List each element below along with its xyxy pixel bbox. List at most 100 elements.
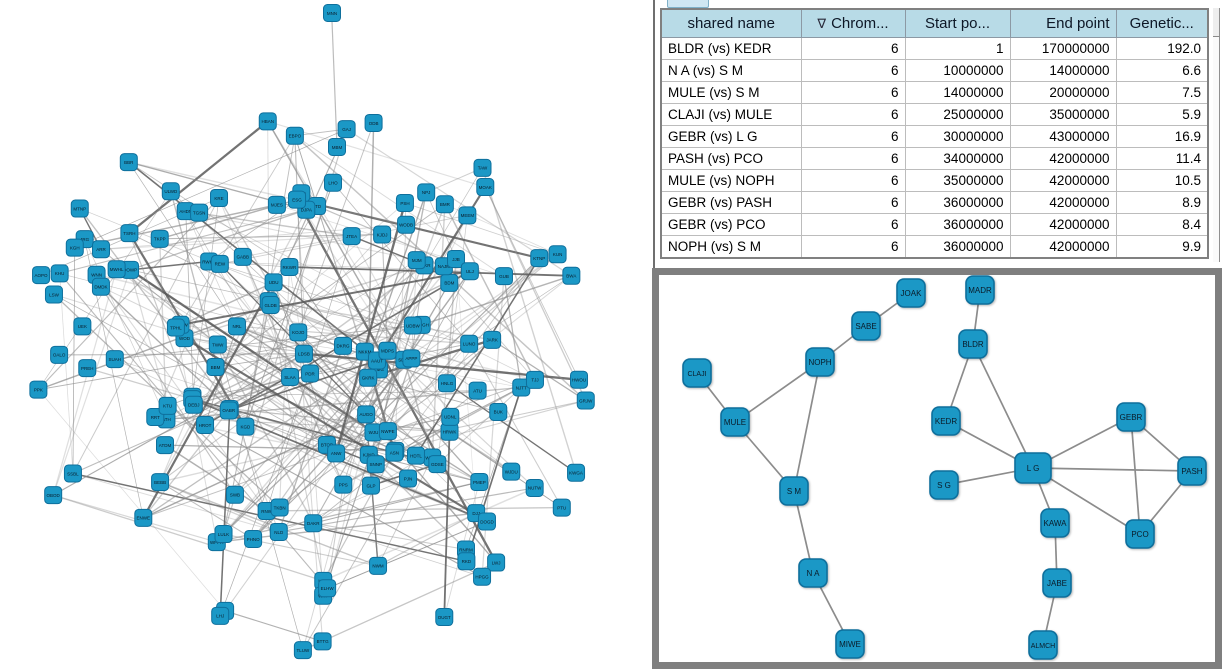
- overview-edge[interactable]: [403, 359, 433, 458]
- table-cell[interactable]: 8.4: [1115, 213, 1209, 236]
- overview-node[interactable]: PREH: [78, 359, 97, 378]
- overview-node[interactable]: ATDM: [155, 436, 174, 455]
- table-cell[interactable]: 42000000: [1009, 191, 1117, 214]
- overview-edge[interactable]: [223, 359, 405, 535]
- overview-edge[interactable]: [142, 359, 378, 519]
- overview-node[interactable]: GLP: [362, 476, 381, 495]
- overview-edge[interactable]: [336, 400, 586, 454]
- overview-node[interactable]: ATU: [468, 381, 487, 400]
- overview-edge[interactable]: [229, 408, 450, 433]
- table-cell[interactable]: 42000000: [1009, 235, 1117, 259]
- overview-edge[interactable]: [297, 122, 375, 333]
- overview-node[interactable]: UDU: [264, 273, 283, 292]
- overview-node[interactable]: BUK: [489, 402, 508, 421]
- overview-node[interactable]: DOGD: [477, 512, 496, 531]
- table-cell[interactable]: 7.5: [1115, 81, 1209, 104]
- overview-node[interactable]: OBOD: [44, 486, 63, 505]
- overview-edge[interactable]: [236, 325, 470, 345]
- table-cell[interactable]: 6: [800, 37, 906, 60]
- table-cell[interactable]: 42000000: [1009, 169, 1117, 192]
- overview-edge[interactable]: [373, 275, 572, 433]
- overview-edge[interactable]: [217, 344, 328, 446]
- detail-node[interactable]: KAWA: [1040, 508, 1070, 538]
- overview-edge[interactable]: [129, 269, 169, 407]
- overview-edge[interactable]: [322, 487, 535, 582]
- overview-node[interactable]: KTNP: [530, 249, 549, 268]
- overview-edge[interactable]: [425, 167, 483, 193]
- overview-edge[interactable]: [326, 521, 488, 589]
- table-cell[interactable]: 16.9: [1115, 125, 1209, 148]
- column-header[interactable]: Start po...: [904, 9, 1011, 38]
- table-cell[interactable]: 6: [800, 81, 906, 104]
- overview-edge[interactable]: [491, 339, 587, 402]
- overview-node[interactable]: DMDK: [91, 277, 110, 296]
- overview-node[interactable]: OALO: [50, 345, 69, 364]
- table-cell[interactable]: 6: [800, 191, 906, 214]
- overview-edge[interactable]: [38, 389, 226, 612]
- table-scrollbar[interactable]: [1213, 8, 1220, 262]
- overview-edge[interactable]: [128, 161, 238, 327]
- overview-node[interactable]: KWGA: [567, 463, 586, 482]
- overview-edge[interactable]: [294, 135, 396, 451]
- table-cell[interactable]: 9.9: [1115, 235, 1209, 259]
- table-cell[interactable]: 35000000: [904, 169, 1011, 192]
- overview-edge[interactable]: [302, 561, 497, 651]
- table-row[interactable]: N A (vs) S M 6 10000000 14000000 6.6: [660, 59, 1209, 82]
- overview-edge[interactable]: [193, 270, 471, 406]
- overview-node[interactable]: BBR: [119, 153, 138, 172]
- overview-edge[interactable]: [437, 387, 522, 465]
- overview-node[interactable]: TLUW: [293, 641, 312, 660]
- overview-node[interactable]: PJN: [399, 469, 418, 488]
- overview-node[interactable]: KHU: [50, 264, 69, 283]
- overview-node[interactable]: NUTW: [525, 478, 544, 497]
- table-cell[interactable]: PASH (vs) PCO: [660, 147, 802, 170]
- overview-node[interactable]: LSW: [44, 285, 63, 304]
- overview-edge[interactable]: [313, 522, 467, 551]
- detail-node[interactable]: N A: [798, 558, 828, 588]
- overview-edge[interactable]: [351, 235, 451, 418]
- overview-node[interactable]: BDM: [440, 273, 459, 292]
- overview-node[interactable]: APPP: [402, 349, 421, 368]
- overview-node[interactable]: ASN: [385, 443, 404, 462]
- overview-node[interactable]: MEEM: [458, 206, 477, 225]
- overview-node[interactable]: WODB: [397, 215, 416, 234]
- overview-edge[interactable]: [185, 211, 195, 405]
- overview-edge[interactable]: [96, 274, 268, 512]
- overview-edge[interactable]: [411, 260, 418, 359]
- overview-edge[interactable]: [294, 135, 305, 354]
- overview-node[interactable]: KRE: [210, 189, 229, 208]
- table-row[interactable]: MULE (vs) S M 6 14000000 20000000 7.5: [660, 81, 1209, 104]
- overview-node[interactable]: ENWE: [134, 508, 153, 527]
- overview-node[interactable]: MBM: [328, 138, 346, 156]
- detail-node[interactable]: JABE: [1042, 568, 1072, 598]
- overview-node[interactable]: KJDJ: [373, 225, 392, 244]
- overview-edge[interactable]: [312, 411, 499, 524]
- overview-edge[interactable]: [443, 431, 451, 618]
- detail-node[interactable]: JOAK: [896, 278, 926, 308]
- overview-edge[interactable]: [59, 273, 74, 474]
- overview-edge[interactable]: [175, 327, 218, 543]
- overview-edge[interactable]: [204, 424, 483, 578]
- table-row[interactable]: BLDR (vs) KEDR 6 1 170000000 192.0: [660, 37, 1209, 60]
- table-cell[interactable]: 170000000: [1009, 37, 1117, 60]
- overview-edge[interactable]: [217, 344, 304, 651]
- overview-edge[interactable]: [159, 481, 254, 540]
- overview-node[interactable]: LDSB: [294, 344, 313, 363]
- overview-edge[interactable]: [403, 253, 558, 361]
- overview-node[interactable]: GKRK: [359, 368, 378, 387]
- overview-edge[interactable]: [415, 257, 540, 457]
- overview-edge[interactable]: [142, 410, 230, 519]
- overview-node[interactable]: OOWP: [121, 260, 140, 279]
- overview-edge[interactable]: [164, 444, 396, 452]
- overview-node[interactable]: HWOU: [570, 370, 589, 389]
- table-cell[interactable]: 14000000: [1009, 59, 1117, 82]
- table-row[interactable]: CLAJI (vs) MULE 6 25000000 35000000 5.9: [660, 103, 1209, 126]
- overview-edge[interactable]: [484, 186, 580, 380]
- table-cell[interactable]: 6.6: [1115, 59, 1209, 82]
- overview-node[interactable]: PPK: [29, 380, 48, 399]
- overview-node[interactable]: MDPS: [378, 341, 397, 360]
- table-cell[interactable]: 11.4: [1115, 147, 1209, 170]
- detail-node[interactable]: GEBR: [1116, 402, 1146, 432]
- overview-node[interactable]: GAJ: [337, 120, 356, 139]
- overview-edge[interactable]: [59, 209, 307, 274]
